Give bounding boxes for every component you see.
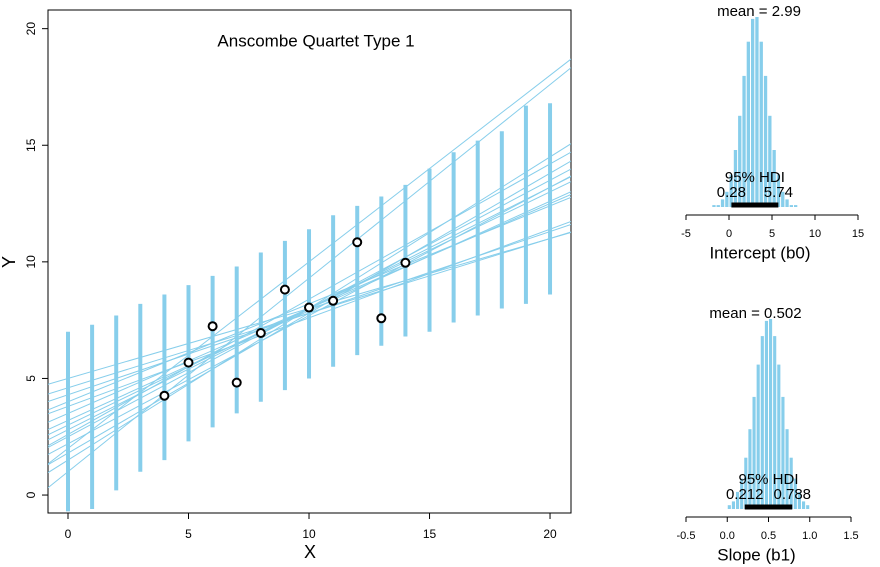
x-tick-label: -0.5 [677,530,696,542]
histogram-bar [806,505,810,509]
data-point [376,313,387,324]
x-tick-label: 20 [543,527,557,541]
chart-title: Anscombe Quartet Type 1 [217,31,414,50]
y-tick-label: 20 [24,22,38,36]
x-tick-label: -5 [681,228,691,240]
y-tick-label: 5 [24,375,38,382]
mean-label: mean = 2.99 [717,3,801,20]
histogram-bar [768,115,772,207]
histogram-bar [763,75,768,208]
plot-area [48,58,571,512]
hdi-low-label: 0.212 [726,486,764,503]
x-tick-label: 1.0 [802,530,817,542]
histogram-bar [793,478,797,509]
data-point [400,257,411,268]
histogram-bar [759,41,763,208]
y-tick-label: 10 [24,255,38,269]
histogram-bar [729,174,733,207]
mean-label: mean = 0.502 [709,305,801,322]
histogram-bar [789,205,793,207]
histogram-bar [755,17,759,207]
histogram-bar [716,205,720,207]
histogram-bar [773,336,777,509]
histogram-bar [744,457,748,509]
hdi-high-label: 5.74 [764,184,793,201]
credible-line [48,221,571,415]
histogram-bar [794,205,798,207]
hdi-label: 95% HDI [725,169,785,186]
y-tick-label: 15 [24,138,38,152]
data-point [231,377,242,388]
data-point [207,321,218,332]
histogram-bar [769,319,773,509]
data-point [328,295,339,306]
histogram-bar [751,18,755,208]
data-point [279,284,290,295]
histogram-bar [752,396,756,509]
x-tick-label: 5 [769,228,775,240]
x-tick-label: 10 [302,527,316,541]
histogram-bar [731,501,735,509]
x-tick-label: 1.5 [843,530,858,542]
x-tick-label: 0.5 [761,530,776,542]
histogram-bar [772,150,776,207]
data-point [352,237,363,248]
x-tick-label: 10 [809,228,821,240]
histogram-bar [720,199,725,207]
histogram-bar [748,429,752,509]
credible-line [48,160,571,466]
x-axis-label: Intercept (b0) [709,243,810,262]
histogram-bar [789,457,793,509]
y-axis-label: Y [0,256,19,268]
histogram-bar [781,396,785,509]
histogram-bar [785,199,789,207]
histogram-bar [738,115,742,207]
x-axis-label: Slope (b1) [717,545,795,564]
histogram-bar [781,191,785,207]
histogram-bar [725,191,729,207]
data-point [304,302,315,313]
x-tick-label: 5 [185,527,192,541]
histogram-bar [756,364,760,509]
data-point [159,390,170,401]
histogram-bar [712,205,716,207]
histogram-bar [742,75,746,208]
histogram-bar [797,491,801,509]
histogram-bar [727,505,731,509]
hdi-high-label: 0.788 [773,486,811,503]
credible-line [48,151,571,447]
hdi-label: 95% HDI [738,471,798,488]
credible-line [48,58,571,465]
histogram-bar [777,364,781,509]
y-tick-label: 0 [24,491,38,498]
x-tick-label: 15 [423,527,437,541]
credible-line [48,175,571,455]
x-tick-label: 0 [726,228,732,240]
x-tick-label: 15 [852,228,864,240]
histogram-bar [746,41,750,208]
x-tick-label: 0 [65,527,72,541]
x-tick-label: 0.0 [720,530,735,542]
credible-line [48,67,571,489]
histogram-bar [802,501,806,509]
histogram-bar [733,150,738,207]
histogram-bar [785,429,789,509]
histogram-bar [760,336,764,509]
hdi-low-label: 0.28 [717,184,746,201]
histogram-bar [776,174,781,207]
x-axis-label: X [304,542,316,562]
histogram-bar [740,478,744,509]
histogram-bar [764,320,768,509]
data-point [183,357,194,368]
data-point [255,327,266,338]
histogram-bar [736,491,740,509]
